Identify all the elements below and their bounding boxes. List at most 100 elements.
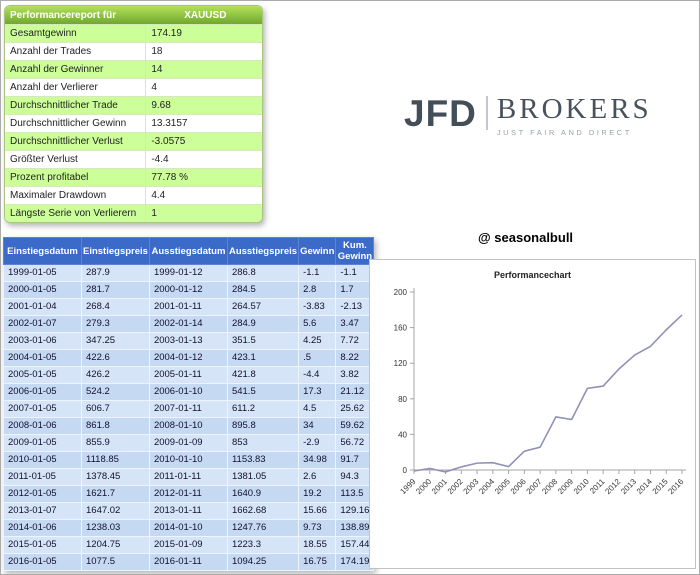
trade-cell: 286.8 — [226, 264, 300, 282]
trade-cell: 2004-01-12 — [148, 349, 228, 367]
perf-metric-value: 4.4 — [146, 186, 262, 204]
trade-cell: 59.62 — [335, 417, 375, 435]
perf-metric-value: -4.4 — [146, 150, 262, 168]
trade-cell: 2008-01-10 — [148, 417, 228, 435]
y-tick-label: 160 — [394, 324, 408, 333]
trade-row: 2009-01-05 855.9 2009-01-09 853 -2.9 56.72 — [3, 434, 375, 452]
perf-metric-value: 1 — [146, 204, 262, 222]
performance-report-rows: Gesamtgewinn 174.19 Anzahl der Trades 18 Anz… — [5, 24, 262, 222]
trade-row: 2005-01-05 426.2 2005-01-11 421.8 -4.4 3.82 — [3, 366, 375, 384]
trade-cell: 2009-01-05 — [3, 434, 82, 452]
trade-cell: 18.55 — [298, 536, 337, 554]
perf-metric-label: Durchschnittlicher Trade — [5, 96, 147, 114]
perf-metric-label: Maximaler Drawdown — [5, 186, 147, 204]
trade-cell: 2007-01-05 — [3, 400, 82, 418]
trade-cell: 2000-01-12 — [148, 281, 228, 299]
y-tick-label: 0 — [403, 466, 408, 475]
trade-cell: 21.12 — [335, 383, 375, 401]
perf-metric-value: 13.3157 — [146, 114, 262, 132]
trade-cell: 16.75 — [298, 553, 337, 571]
trade-row: 1999-01-05 287.9 1999-01-12 286.8 -1.1 -1.1 — [3, 264, 375, 282]
x-tick-label: 2011 — [588, 477, 607, 496]
perf-metric-label: Durchschnittlicher Verlust — [5, 132, 147, 150]
x-tick-label: 2005 — [493, 477, 512, 496]
perf-report-row: Anzahl der Trades 18 — [5, 42, 262, 60]
perf-metric-label: Längste Serie von Verlierern — [5, 204, 147, 222]
trade-cell: 2003-01-13 — [148, 332, 228, 350]
x-tick-label: 2015 — [651, 477, 670, 496]
trade-cell: 2002-01-14 — [148, 315, 228, 333]
trade-row: 2003-01-06 347.25 2003-01-13 351.5 4.25 7.72 — [3, 332, 375, 350]
trade-cell: 284.5 — [226, 281, 300, 299]
trade-cell: 2012-01-11 — [148, 485, 228, 503]
trade-cell: 1999-01-05 — [3, 264, 82, 282]
trade-cell: 1223.3 — [226, 536, 300, 554]
trade-cell: 1153.83 — [226, 451, 300, 469]
perf-metric-label: Anzahl der Trades — [5, 42, 147, 60]
trade-cell: 2.8 — [298, 281, 337, 299]
trade-cell: 853 — [226, 434, 300, 452]
trade-cell: 4.5 — [298, 400, 337, 418]
trade-cell: 1381.05 — [226, 468, 300, 486]
trade-cell: 2008-01-06 — [3, 417, 82, 435]
trade-row: 2008-01-06 861.8 2008-01-10 895.8 34 59.62 — [3, 417, 375, 435]
trade-cell: 541.5 — [226, 383, 300, 401]
x-tick-label: 2008 — [540, 477, 559, 496]
perf-report-row: Längste Serie von Verlierern 1 — [5, 204, 262, 222]
trade-cell: 422.6 — [81, 349, 150, 367]
trade-cell: 347.25 — [81, 332, 150, 350]
x-tick-label: 2001 — [430, 477, 449, 496]
perf-metric-value: 18 — [146, 42, 262, 60]
trade-cell: 91.7 — [335, 451, 375, 469]
trade-row: 2015-01-05 1204.75 2015-01-09 1223.3 18.55 15… — [3, 536, 375, 554]
trade-cell: 2015-01-09 — [148, 536, 228, 554]
trade-cell: 421.8 — [226, 366, 300, 384]
trade-cell: 34 — [298, 417, 337, 435]
perf-report-row: Maximaler Drawdown 4.4 — [5, 186, 262, 204]
trade-cell: 2000-01-05 — [3, 281, 82, 299]
trade-cell: 138.89 — [335, 519, 375, 537]
trade-cell: 1118.85 — [81, 451, 150, 469]
perf-metric-label: Größter Verlust — [5, 150, 147, 168]
perf-metric-label: Durchschnittlicher Gewinn — [5, 114, 147, 132]
jfd-brokers-logo: JFD BROKERS JUST FAIR AND DIRECT — [404, 93, 652, 138]
trade-cell: 606.7 — [81, 400, 150, 418]
perf-metric-value: -3.0575 — [146, 132, 262, 150]
trade-cell: 9.73 — [298, 519, 337, 537]
trade-cell: 611.2 — [226, 400, 300, 418]
trade-cell: 1238.03 — [81, 519, 150, 537]
trade-row: 2010-01-05 1118.85 2010-01-10 1153.83 34.98 9… — [3, 451, 375, 469]
logo-tagline: JUST FAIR AND DIRECT — [496, 128, 632, 137]
trade-cell: 524.2 — [81, 383, 150, 401]
logo-brokers-text: BROKERS — [496, 93, 652, 125]
trade-cell: 2006-01-05 — [3, 383, 82, 401]
trade-cell: 2010-01-05 — [3, 451, 82, 469]
trades-column-header: Einstiegspreis — [81, 237, 150, 265]
trade-cell: 2014-01-06 — [3, 519, 82, 537]
trade-cell: 855.9 — [81, 434, 150, 452]
trade-cell: 2002-01-07 — [3, 315, 82, 333]
trade-cell: 1621.7 — [81, 485, 150, 503]
trade-row: 2014-01-06 1238.03 2014-01-10 1247.76 9.73 13… — [3, 519, 375, 537]
logo-right-block: BROKERS JUST FAIR AND DIRECT — [496, 93, 652, 138]
trade-cell: 2004-01-05 — [3, 349, 82, 367]
trade-cell: -2.9 — [298, 434, 337, 452]
chart-title: Performancechart — [493, 270, 572, 280]
perf-metric-label: Anzahl der Verlierer — [5, 78, 147, 96]
performance-report-table: Performancereport für XAUUSD Gesamtgewin… — [4, 5, 263, 223]
trade-cell: -1.1 — [298, 264, 337, 282]
performance-report-header: Performancereport für XAUUSD — [5, 6, 262, 24]
trade-cell: 2016-01-11 — [148, 553, 228, 571]
trade-cell: 2013-01-11 — [148, 502, 228, 520]
trade-cell: -3.83 — [298, 298, 337, 316]
x-tick-label: 2013 — [619, 477, 638, 496]
trade-cell: 19.2 — [298, 485, 337, 503]
perf-report-row: Prozent profitabel 77.78 % — [5, 168, 262, 186]
logo-jfd-text: JFD — [404, 93, 477, 134]
x-tick-label: 2003 — [462, 477, 481, 496]
trade-cell: 1094.25 — [226, 553, 300, 571]
trade-row: 2001-01-04 268.4 2001-01-11 264.57 -3.83 -2.1… — [3, 298, 375, 316]
trade-cell: 2012-01-05 — [3, 485, 82, 503]
x-tick-label: 2014 — [635, 477, 654, 496]
perf-metric-value: 9.68 — [146, 96, 262, 114]
